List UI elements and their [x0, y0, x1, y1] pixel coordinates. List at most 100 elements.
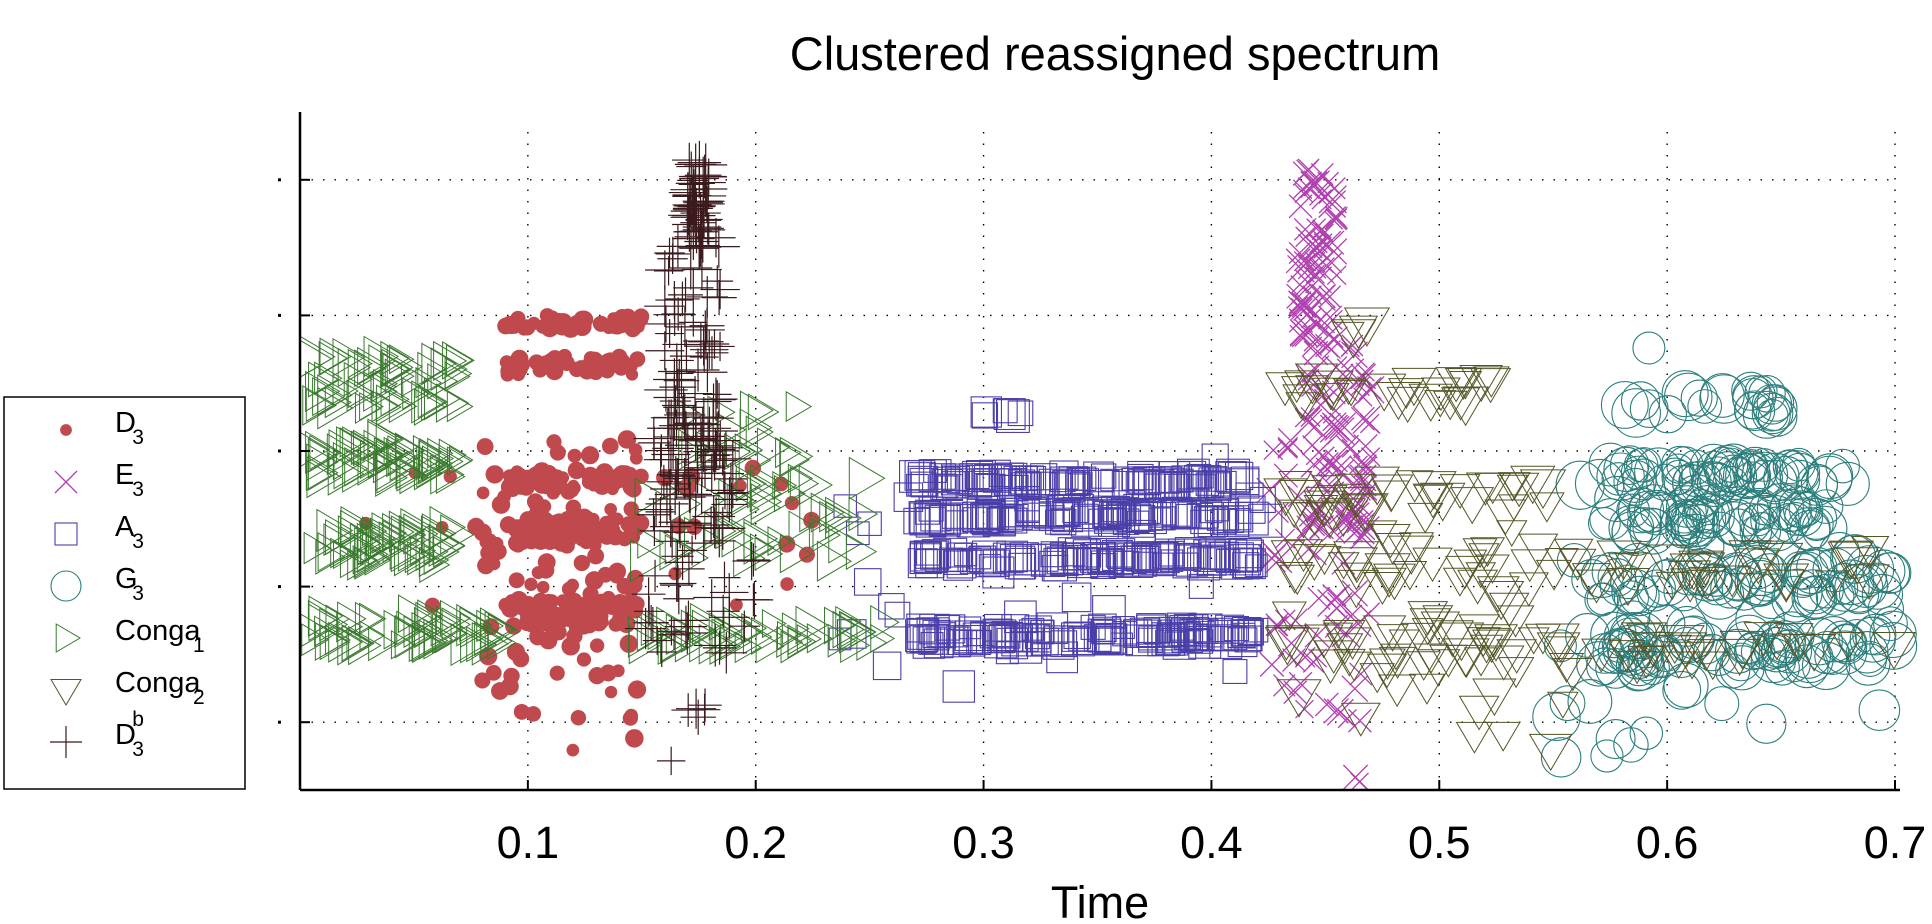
data-point — [353, 546, 381, 579]
data-point — [1778, 502, 1813, 536]
data-point — [1338, 315, 1379, 350]
x-tick-label: 0.7 — [1864, 817, 1927, 868]
data-point — [1626, 623, 1662, 654]
data-point — [656, 746, 686, 776]
data-point — [1517, 627, 1550, 655]
data-point — [1455, 721, 1494, 754]
data-point — [1639, 491, 1677, 529]
data-point — [308, 595, 344, 637]
data-point — [1825, 448, 1860, 484]
legend-marker — [50, 679, 82, 706]
data-point — [918, 496, 944, 522]
data-point — [1126, 519, 1157, 550]
data-point — [350, 430, 381, 466]
data-point — [747, 393, 780, 431]
data-point — [1735, 594, 1785, 645]
data-point — [1303, 490, 1347, 527]
data-point — [1271, 601, 1307, 632]
data-point — [394, 616, 422, 649]
data-point — [399, 459, 429, 495]
data-point — [944, 548, 967, 572]
legend-marker — [54, 522, 78, 546]
data-point — [1763, 563, 1810, 603]
data-point — [576, 652, 592, 667]
data-point — [1626, 507, 1662, 543]
data-point — [1421, 377, 1461, 412]
data-point — [1739, 503, 1780, 544]
data-point — [1377, 674, 1417, 708]
data-point — [506, 642, 526, 662]
data-point — [1343, 307, 1391, 347]
data-point — [717, 476, 749, 509]
data-point — [751, 616, 784, 655]
data-point — [347, 348, 373, 379]
data-point — [679, 506, 712, 540]
data-point — [701, 265, 734, 298]
data-point — [1644, 544, 1688, 582]
data-point — [685, 310, 725, 350]
data-point — [1352, 405, 1381, 435]
data-point — [396, 610, 426, 646]
data-point — [1671, 615, 1716, 660]
data-point — [1092, 616, 1121, 645]
data-point — [1349, 662, 1373, 686]
data-point — [1715, 653, 1751, 689]
data-point — [684, 406, 721, 443]
data-point — [777, 620, 802, 651]
data-point — [1691, 461, 1732, 502]
data-point — [1335, 434, 1360, 459]
data-point — [428, 523, 466, 568]
data-point — [1375, 381, 1421, 421]
data-point — [1733, 391, 1772, 430]
data-point — [707, 395, 736, 429]
data-point — [1263, 478, 1308, 517]
data-point — [708, 561, 741, 594]
data-point — [1587, 506, 1621, 540]
data-point — [676, 688, 717, 729]
data-point — [659, 529, 695, 571]
data-point — [1737, 548, 1780, 585]
data-point — [1070, 505, 1103, 537]
data-point — [1779, 459, 1821, 501]
data-point — [1728, 540, 1773, 578]
data-point — [1015, 465, 1047, 497]
data-point — [1368, 648, 1407, 681]
data-point — [992, 542, 1024, 574]
data-point — [1297, 538, 1320, 561]
data-point — [413, 388, 446, 426]
data-point — [435, 605, 461, 636]
data-point — [1588, 442, 1633, 487]
data-point — [1678, 464, 1711, 497]
data-point — [1680, 379, 1718, 417]
data-point — [307, 437, 338, 474]
data-points — [299, 140, 1918, 792]
data-point — [441, 607, 471, 642]
legend-subscript: 3 — [132, 738, 144, 761]
legend-marker — [60, 424, 72, 436]
data-point — [698, 437, 733, 472]
data-point — [679, 478, 712, 511]
data-point — [1265, 613, 1289, 637]
data-point — [1749, 573, 1795, 620]
data-point — [690, 164, 726, 201]
data-point — [424, 626, 449, 655]
data-point — [1323, 698, 1349, 724]
data-point — [870, 623, 896, 654]
data-point — [433, 340, 468, 381]
data-point — [1324, 595, 1350, 621]
data-point — [328, 621, 364, 663]
data-point — [653, 399, 690, 436]
data-point — [1663, 372, 1713, 422]
data-point — [1349, 525, 1375, 550]
data-point — [623, 522, 638, 537]
data-point — [940, 463, 973, 496]
data-point — [1472, 366, 1510, 398]
data-point — [1408, 673, 1446, 705]
data-point — [485, 664, 502, 681]
data-point — [1040, 541, 1067, 568]
data-point — [658, 501, 701, 543]
data-point — [1497, 657, 1535, 689]
data-point — [870, 604, 900, 640]
data-point — [476, 438, 494, 455]
data-point — [1057, 537, 1091, 571]
